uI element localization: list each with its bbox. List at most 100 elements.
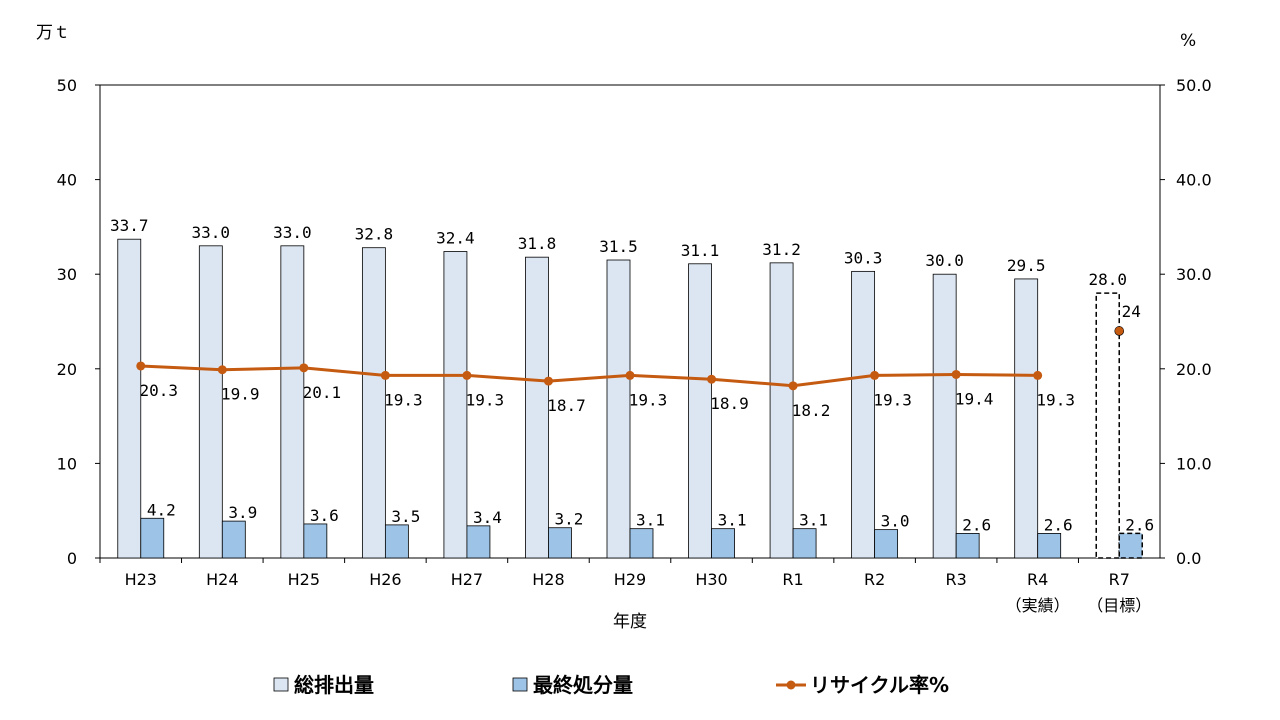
recycling-rate-label: 18.2 [792, 401, 831, 420]
total-emissions-label: 31.5 [599, 237, 638, 256]
legend-label: 最終処分量 [533, 673, 633, 697]
legend-label: リサイクル率% [810, 673, 949, 697]
x-tick-sublabel: （目標） [1087, 596, 1151, 615]
final-disposal-label: 3.6 [310, 506, 339, 525]
bar-total-emissions [606, 259, 631, 559]
x-tick-label: H23 [125, 570, 157, 589]
bar-final-disposal [1118, 532, 1143, 559]
bar-total-emissions [1014, 278, 1039, 559]
y-left-tick-label: 10 [57, 454, 77, 473]
bar-final-disposal [792, 528, 817, 559]
bar-final-disposal [711, 528, 735, 559]
y-right-tick-label: 20.0 [1176, 360, 1212, 379]
final-disposal-label: 3.5 [391, 507, 420, 526]
recycling-rate-point [707, 374, 717, 384]
bar-total-emissions [688, 263, 712, 559]
bar-total-emissions [1095, 292, 1120, 559]
total-emissions-label: 33.0 [273, 223, 312, 242]
recycling-rate-label: 19.9 [221, 385, 260, 404]
y-right-axis-title: % [1180, 31, 1196, 51]
y-left-tick-label: 50 [57, 76, 77, 95]
recycling-rate-label: 19.3 [384, 390, 423, 409]
recycling-rate-point [217, 365, 227, 375]
y-left-tick-label: 0 [67, 549, 77, 568]
final-disposal-label: 3.1 [636, 511, 665, 530]
bar-final-disposal [140, 517, 165, 559]
recycling-rate-point [788, 381, 798, 391]
recycling-rate-point [951, 369, 961, 379]
recycling-rate-label: 19.3 [873, 390, 912, 409]
y-right-tick-label: 30.0 [1176, 265, 1212, 284]
x-tick-label: H24 [206, 570, 238, 589]
recycling-rate-point [136, 361, 146, 371]
bar-final-disposal [384, 524, 409, 559]
final-disposal-label: 3.9 [228, 503, 257, 522]
x-axis-title: 年度 [613, 612, 647, 632]
final-disposal-label: 2.6 [1044, 515, 1073, 534]
bar-total-emissions [525, 256, 549, 559]
bar-final-disposal [1037, 533, 1062, 559]
y-left-axis-title: 万ｔ [36, 23, 70, 43]
total-emissions-label: 32.8 [355, 225, 394, 244]
recycling-rate-point [1114, 326, 1125, 336]
recycling-rate-point [543, 376, 553, 386]
recycling-rate-label: 19.3 [466, 390, 505, 409]
x-tick-label: H25 [288, 570, 320, 589]
bar-final-disposal [955, 533, 980, 559]
recycling-rate-point [870, 370, 880, 380]
total-emissions-label: 33.0 [192, 223, 231, 242]
legend-marker [786, 680, 796, 690]
recycling-rate-line [140, 364, 1038, 388]
recycling-rate-point [299, 363, 309, 373]
bar-final-disposal [874, 529, 899, 559]
recycling-rate-label: 19.3 [1036, 390, 1075, 409]
y-left-tick-label: 40 [57, 171, 77, 190]
legend-label: 総排出量 [294, 673, 374, 697]
recycling-rate-point [462, 370, 472, 380]
bar-final-disposal [548, 527, 572, 559]
recycling-rate-point [1033, 370, 1043, 380]
recycling-rate-label: 20.3 [140, 381, 179, 400]
recycling-rate-label: 19.3 [629, 390, 668, 409]
final-disposal-label: 3.2 [555, 510, 584, 529]
bar-final-disposal [629, 528, 654, 559]
x-tick-label: R1 [782, 570, 803, 589]
y-right-tick-label: 10.0 [1176, 454, 1212, 473]
x-tick-label: R2 [864, 570, 885, 589]
final-disposal-label: 3.1 [718, 511, 747, 530]
bar-total-emissions [117, 238, 142, 559]
bar-final-disposal [466, 525, 491, 559]
recycling-rate-label: 24 [1122, 302, 1141, 321]
recycling-rate-label: 18.7 [547, 396, 586, 415]
final-disposal-label: 4.2 [147, 500, 176, 519]
total-emissions-label: 30.3 [844, 248, 883, 267]
total-emissions-label: 28.0 [1088, 270, 1127, 289]
final-disposal-label: 3.1 [799, 511, 828, 530]
bar-total-emissions [769, 262, 794, 559]
total-emissions-label: 31.1 [681, 241, 720, 260]
y-left-tick-label: 30 [57, 265, 77, 284]
recycling-rate-label: 18.9 [710, 394, 749, 413]
total-emissions-label: 30.0 [925, 251, 964, 270]
legend-swatch [273, 677, 289, 692]
final-disposal-label: 2.6 [962, 515, 991, 534]
total-emissions-label: 31.2 [762, 240, 801, 259]
x-tick-label: H26 [369, 570, 401, 589]
final-disposal-label: 2.6 [1125, 515, 1154, 534]
total-emissions-label: 33.7 [110, 216, 149, 235]
y-right-tick-label: 0.0 [1176, 549, 1201, 568]
x-tick-label: H29 [614, 570, 646, 589]
x-tick-label: H27 [451, 570, 483, 589]
recycling-rate-point [380, 370, 390, 380]
recycling-rate-label: 19.4 [955, 389, 994, 408]
final-disposal-label: 3.0 [881, 512, 910, 531]
recycling-rate-label: 20.1 [303, 383, 342, 402]
bar-total-emissions [443, 251, 468, 559]
recycling-rate-point [625, 370, 635, 380]
bar-total-emissions [198, 245, 223, 559]
x-tick-label: R3 [946, 570, 967, 589]
y-right-tick-label: 50.0 [1176, 76, 1212, 95]
x-tick-label: H28 [532, 570, 564, 589]
bar-total-emissions [361, 247, 386, 559]
legend-swatch [512, 677, 528, 692]
